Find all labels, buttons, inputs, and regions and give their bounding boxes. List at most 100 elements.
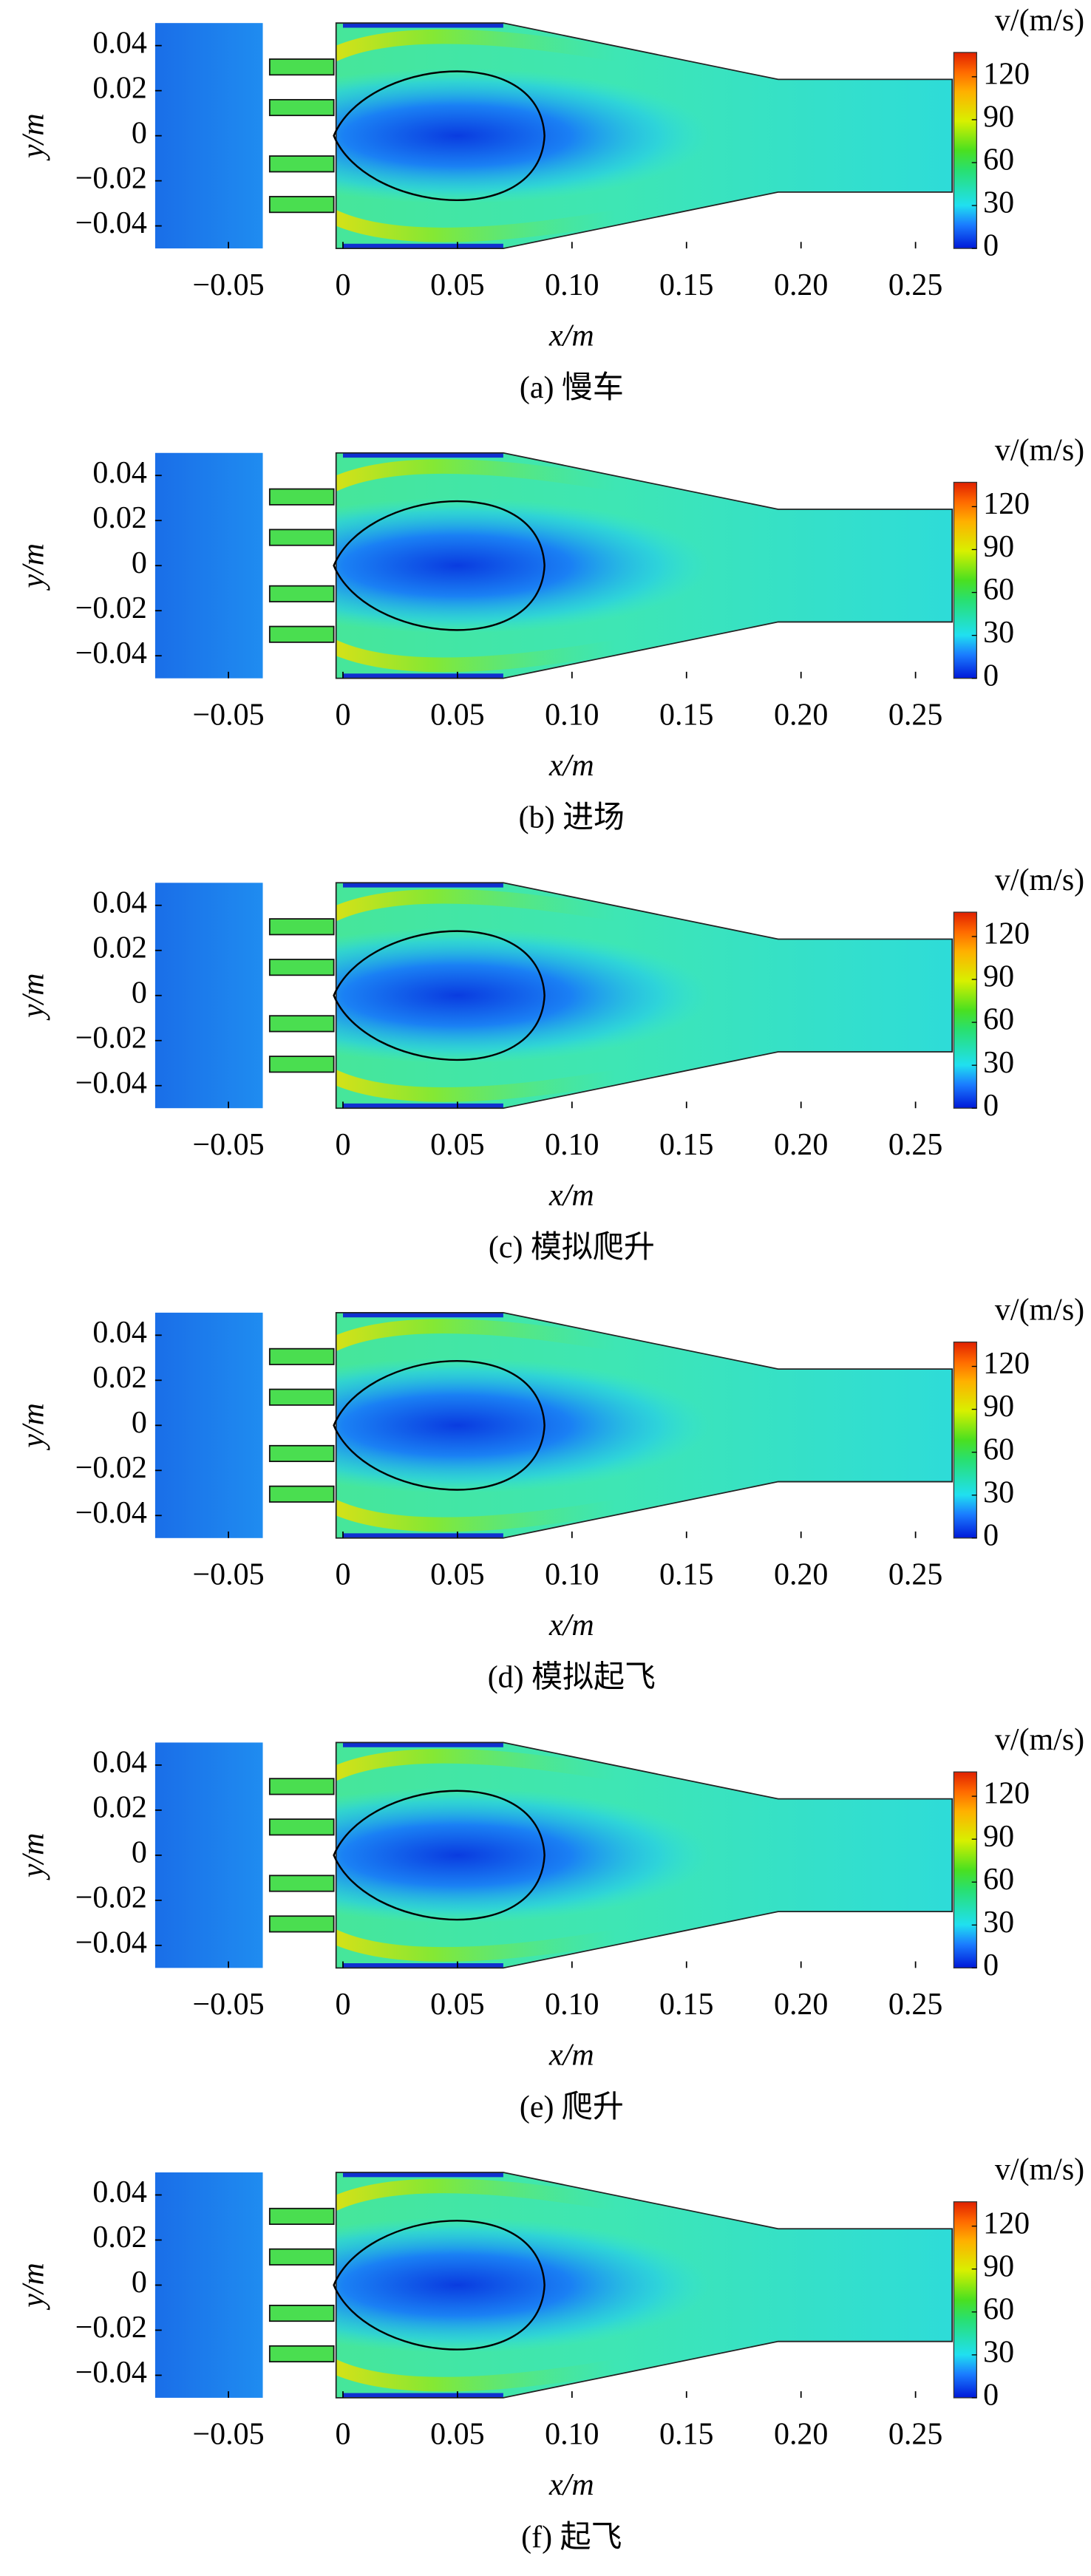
colorbar-tick-label: 0 — [983, 229, 999, 263]
combustor — [336, 1742, 953, 1968]
vane — [268, 196, 335, 214]
velocity-field — [154, 1311, 954, 1539]
vane — [268, 959, 335, 976]
vane — [268, 1875, 335, 1892]
y-tick-label: −0.02 — [75, 2311, 147, 2345]
colorbar — [953, 1341, 977, 1539]
x-axis-label: x/m — [548, 749, 594, 783]
x-tick-label: 0.05 — [430, 1128, 484, 1162]
colorbar — [953, 52, 977, 249]
y-tick-label: 0 — [132, 1406, 147, 1440]
x-tick-label: −0.05 — [192, 2418, 264, 2452]
x-tick-label: 0.10 — [545, 268, 599, 302]
colorbar-tick-label: 120 — [983, 1347, 1030, 1381]
wall — [335, 452, 954, 679]
y-tick-label: −0.04 — [75, 2356, 147, 2390]
vane — [268, 625, 335, 643]
wall — [335, 2172, 954, 2399]
x-tick-label: 0.10 — [545, 1557, 599, 1591]
velocity-field — [154, 22, 954, 249]
x-tick-label: 0.20 — [774, 2418, 828, 2452]
y-tick-label: 0 — [132, 546, 147, 580]
colorbar-tick-label: 60 — [983, 573, 1014, 607]
jet — [336, 1499, 619, 1532]
jet — [336, 2178, 619, 2212]
vane — [268, 529, 335, 546]
panel: −0.05 0 0.05 0.10 0.15 0.20 0.25 −0.04 −0.02 0 0.0… — [16, 433, 1084, 835]
vane — [268, 2207, 335, 2226]
wall — [335, 1741, 954, 1969]
y-tick-label: −0.04 — [75, 206, 147, 240]
recirculation-contour — [333, 70, 546, 201]
jet — [336, 209, 619, 242]
y-tick-label: −0.02 — [75, 591, 147, 625]
jet — [336, 888, 619, 922]
colorbar-tick-label: 120 — [983, 917, 1030, 951]
velocity-field — [154, 2172, 954, 2399]
colorbar-tick-label: 90 — [983, 1390, 1014, 1424]
x-tick-label: −0.05 — [192, 1128, 264, 1162]
x-tick-label: 0.25 — [888, 2418, 942, 2452]
x-tick-label: 0 — [335, 1128, 350, 1162]
y-tick-label: −0.04 — [75, 1496, 147, 1530]
plenum — [154, 883, 263, 1109]
colorbar — [953, 911, 977, 1109]
wall — [335, 882, 954, 1109]
colorbar-tick-label: 120 — [983, 57, 1030, 91]
x-tick-label: 0.25 — [888, 268, 942, 302]
x-tick-label: 0.20 — [774, 268, 828, 302]
caption: (a) 慢车 — [520, 371, 624, 405]
vane — [268, 1056, 335, 1073]
x-axis-label: x/m — [548, 1608, 594, 1642]
vane — [268, 1388, 335, 1406]
y-tick-label: −0.02 — [75, 1881, 147, 1915]
x-tick-label: 0.05 — [430, 1988, 484, 2022]
core — [336, 497, 710, 633]
colorbar-tick-label: 90 — [983, 530, 1014, 564]
colorbar-label: v/(m/s) — [995, 863, 1084, 897]
vane — [268, 1015, 335, 1033]
y-tick-label: 0.02 — [92, 1791, 146, 1825]
x-tick-label: 0.10 — [545, 1988, 599, 2022]
jet — [336, 1319, 619, 1352]
x-tick-label: 0.20 — [774, 1557, 828, 1591]
x-tick-label: 0.05 — [430, 268, 484, 302]
vane — [268, 585, 335, 602]
x-tick-label: 0.15 — [659, 268, 713, 302]
plenum — [154, 2172, 263, 2398]
vane — [268, 1818, 335, 1836]
vane — [268, 58, 335, 76]
vane — [268, 918, 335, 936]
colorbar-tick-label: 60 — [983, 1003, 1014, 1037]
caption: (e) 爬升 — [520, 2090, 624, 2124]
y-tick-label: 0.02 — [92, 931, 146, 965]
vane — [268, 155, 335, 173]
combustor — [336, 1312, 953, 1538]
vane — [268, 2345, 335, 2363]
y-tick-label: −0.02 — [75, 1021, 147, 1055]
colorbar-tick-label: 60 — [983, 2292, 1014, 2326]
y-tick-label: 0.04 — [92, 456, 146, 490]
y-tick-label: 0.02 — [92, 1361, 146, 1395]
x-tick-label: 0.25 — [888, 1128, 942, 1162]
vane — [268, 98, 335, 117]
wall — [335, 1311, 954, 1539]
jet — [336, 1928, 619, 1962]
y-tick-label: 0 — [132, 2266, 147, 2300]
colorbar-label: v/(m/s) — [995, 2153, 1084, 2187]
y-tick-label: 0.02 — [92, 501, 146, 535]
y-axis-label: y/m — [16, 543, 50, 591]
y-tick-label: 0.04 — [92, 2175, 146, 2209]
y-tick-label: −0.04 — [75, 1066, 147, 1100]
recirculation-contour — [333, 930, 546, 1061]
y-tick-label: 0 — [132, 116, 147, 150]
x-tick-label: 0.15 — [659, 1128, 713, 1162]
y-tick-label: 0.04 — [92, 26, 146, 60]
x-tick-label: 0.05 — [430, 1557, 484, 1591]
colorbar-tick-label: 0 — [983, 2379, 999, 2413]
x-tick-label: 0 — [335, 698, 350, 732]
jet — [336, 639, 619, 673]
vane — [268, 1915, 335, 1933]
vane — [268, 488, 335, 506]
panel: −0.05 0 0.05 0.10 0.15 0.20 0.25 −0.04 −0.02 0 0.0… — [16, 1723, 1084, 2124]
